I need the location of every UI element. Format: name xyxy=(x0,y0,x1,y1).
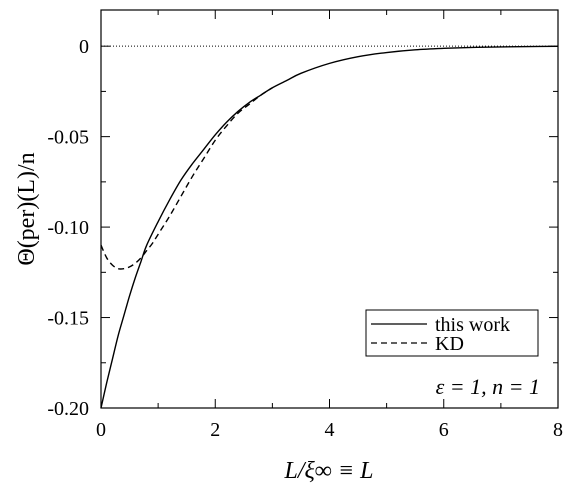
x-tick-label: 6 xyxy=(439,419,449,441)
y-tick-label: -0.20 xyxy=(47,398,89,420)
y-tick-label: -0.10 xyxy=(47,217,89,239)
parameter-annotation: ε = 1, n = 1 xyxy=(436,374,540,399)
x-tick-label: 4 xyxy=(325,419,335,441)
series-line-kd xyxy=(100,87,273,270)
y-axis-label: Θ(per)(L)/n xyxy=(14,152,40,265)
x-tick-label: 0 xyxy=(96,419,106,441)
legend: this work KD xyxy=(365,309,539,357)
x-tick-label: 8 xyxy=(553,419,563,441)
x-tick-label: 2 xyxy=(210,419,220,441)
legend-label-this-work: this work xyxy=(435,314,510,336)
series-line-this-work xyxy=(100,45,559,409)
y-tick-label: -0.15 xyxy=(47,308,89,330)
legend-label-kd: KD xyxy=(435,333,464,355)
x-axis-label: L/ξ∞ ≡ L xyxy=(284,458,374,484)
y-tick-label: 0 xyxy=(79,36,89,58)
legend-box xyxy=(365,309,539,357)
y-tick-label: -0.05 xyxy=(47,127,89,149)
